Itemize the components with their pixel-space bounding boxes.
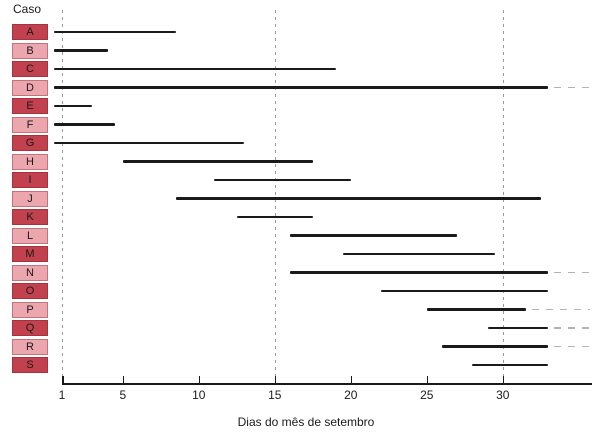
case-bar-P bbox=[426, 308, 526, 311]
case-bar-F bbox=[54, 123, 116, 126]
case-label-box-P: P bbox=[12, 301, 48, 318]
case-label-box-A: A bbox=[12, 24, 48, 40]
case-label-box-Q: Q bbox=[12, 320, 48, 336]
axis-tick-1 bbox=[62, 376, 64, 383]
axis-tick-label-10: 10 bbox=[192, 388, 206, 402]
case-label-box-B: B bbox=[12, 42, 48, 59]
case-label-box-S: S bbox=[12, 357, 48, 373]
x-axis-title: Dias do mês de setembro bbox=[237, 415, 375, 429]
case-bar-A bbox=[54, 30, 176, 34]
axis-tick-10 bbox=[198, 376, 201, 383]
case-label-box-F: F bbox=[12, 116, 48, 133]
continuation-dash-Q bbox=[554, 327, 590, 329]
case-label-box-L: L bbox=[12, 227, 48, 244]
case-bar-L bbox=[290, 234, 458, 237]
y-axis-header: Caso bbox=[13, 2, 42, 16]
case-bar-O bbox=[381, 289, 549, 293]
gridline-day-30 bbox=[502, 10, 504, 383]
axis-tick-25 bbox=[426, 376, 429, 383]
case-bar-S bbox=[472, 363, 549, 367]
case-label-box-E: E bbox=[12, 98, 48, 114]
axis-tick-20 bbox=[350, 376, 353, 383]
axis-tick-5 bbox=[122, 376, 125, 383]
case-bar-D bbox=[54, 86, 549, 89]
case-bar-E bbox=[54, 104, 93, 108]
case-bar-K bbox=[236, 215, 313, 219]
case-label-box-J: J bbox=[12, 190, 48, 207]
case-bar-N bbox=[290, 271, 549, 274]
case-bar-J bbox=[176, 197, 541, 200]
axis-tick-15 bbox=[274, 376, 277, 383]
axis-tick-label-30: 30 bbox=[496, 388, 510, 402]
axis-tick-label-15: 15 bbox=[268, 388, 282, 402]
gridline-day-15 bbox=[274, 10, 276, 383]
continuation-dash-P bbox=[531, 308, 590, 311]
continuation-dash-D bbox=[554, 86, 590, 89]
case-label-box-N: N bbox=[12, 264, 48, 281]
case-label-box-K: K bbox=[12, 209, 48, 225]
axis-tick-30 bbox=[502, 376, 505, 383]
case-bar-I bbox=[214, 178, 351, 182]
case-label-box-M: M bbox=[12, 246, 48, 262]
case-bar-Q bbox=[487, 326, 549, 330]
case-bar-M bbox=[343, 252, 496, 256]
continuation-dash-N bbox=[554, 271, 590, 274]
case-label-box-I: I bbox=[12, 172, 48, 188]
case-bar-G bbox=[54, 141, 245, 145]
axis-tick-label-25: 25 bbox=[420, 388, 434, 402]
gridline-day-1 bbox=[62, 10, 63, 383]
case-label-box-H: H bbox=[12, 153, 48, 170]
case-label-box-C: C bbox=[12, 61, 48, 77]
case-label-box-O: O bbox=[12, 283, 48, 299]
axis-tick-label-1: 1 bbox=[58, 388, 66, 402]
case-bar-R bbox=[442, 345, 549, 348]
case-label-box-R: R bbox=[12, 338, 48, 355]
case-label-box-D: D bbox=[12, 79, 48, 96]
continuation-dash-R bbox=[554, 345, 590, 348]
x-axis-line bbox=[62, 383, 592, 385]
case-bar-C bbox=[54, 67, 336, 71]
axis-tick-label-5: 5 bbox=[119, 388, 127, 402]
case-label-box-G: G bbox=[12, 135, 48, 151]
case-bar-H bbox=[122, 160, 313, 163]
axis-tick-label-20: 20 bbox=[344, 388, 358, 402]
case-bar-B bbox=[54, 49, 108, 52]
